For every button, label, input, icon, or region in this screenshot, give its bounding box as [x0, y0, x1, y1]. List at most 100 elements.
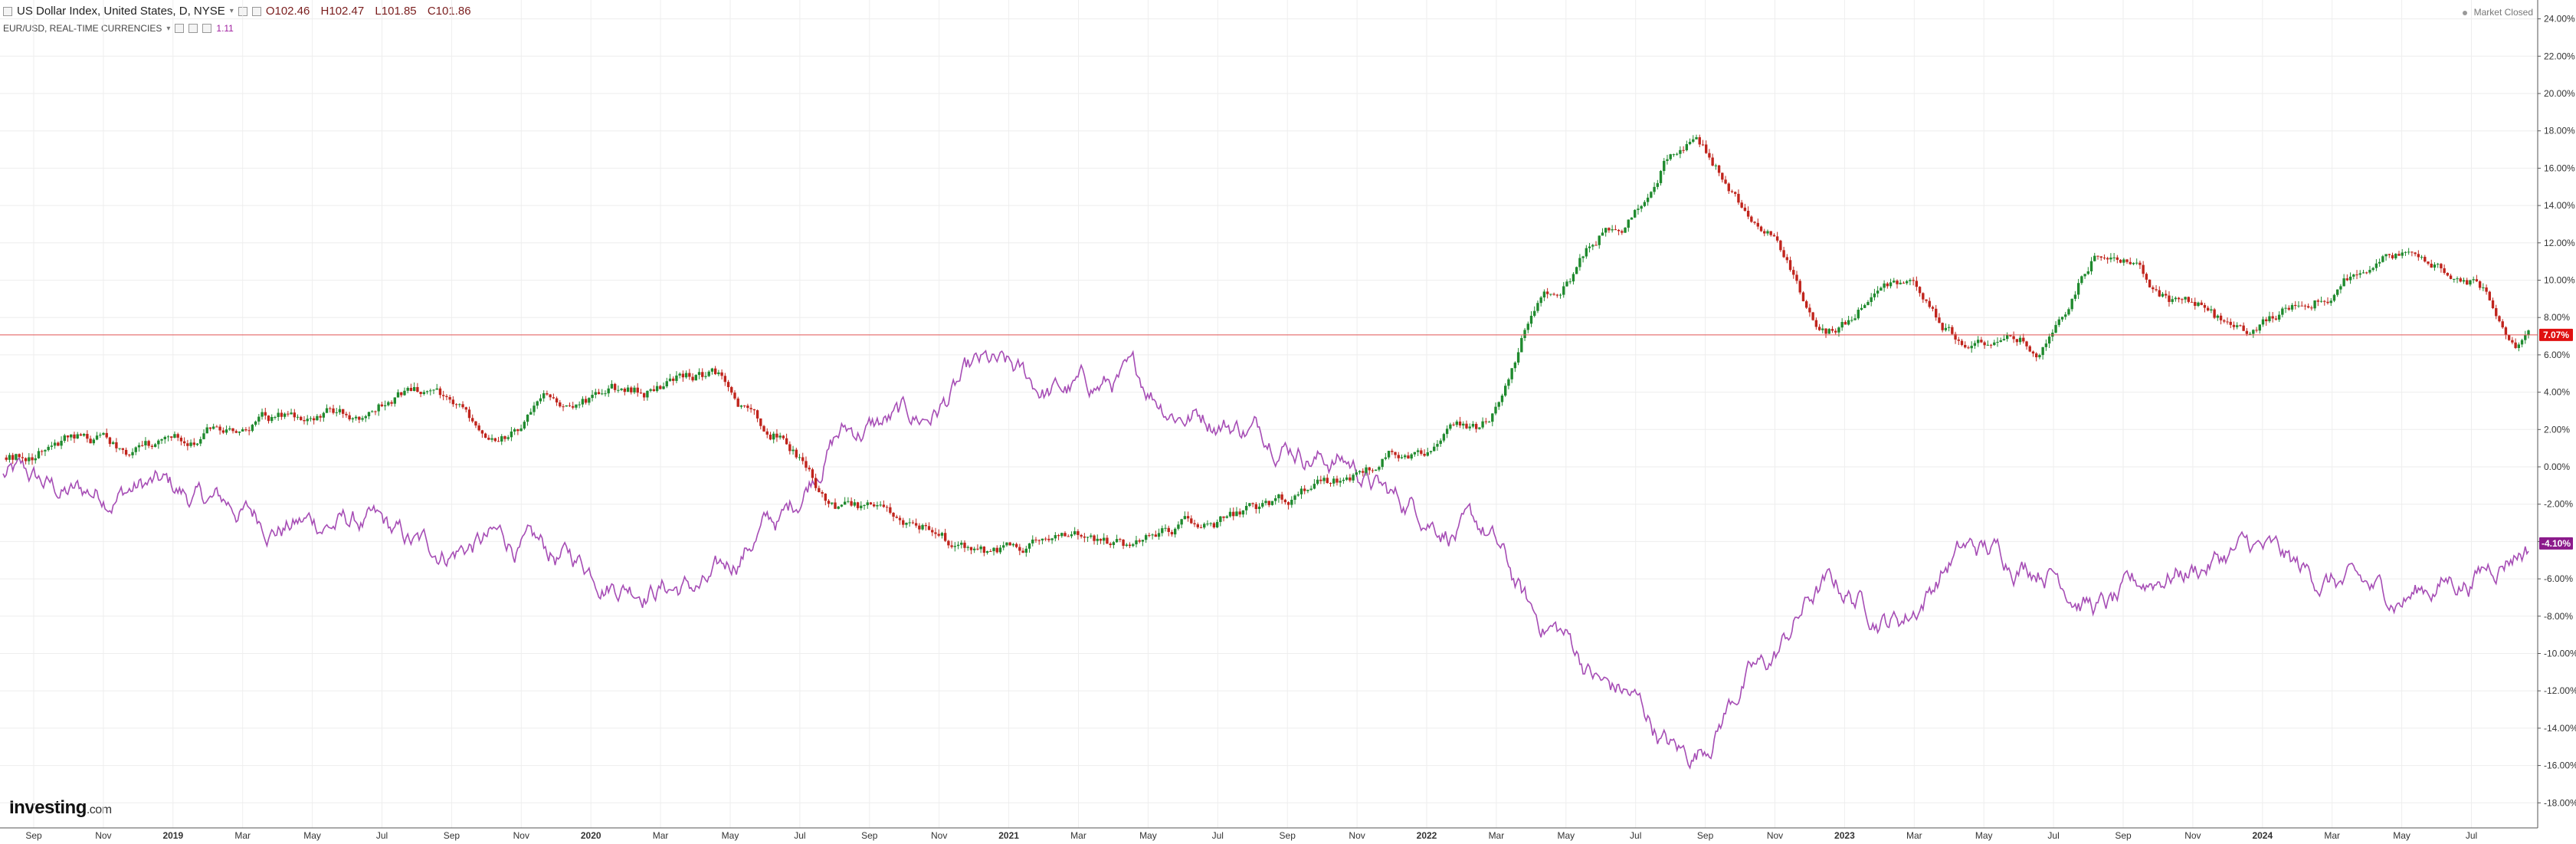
candle-body: [215, 426, 218, 428]
candle-body: [2456, 278, 2459, 280]
candle-body: [361, 418, 364, 420]
eurusd-series-line: [2, 350, 2529, 770]
dxy-last-badge-bg: [2539, 328, 2573, 341]
candle-body: [840, 504, 844, 507]
low-value: L101.85: [375, 5, 417, 18]
candle-body: [837, 506, 840, 509]
candle-body: [2391, 255, 2394, 258]
x-tick-label: Mar: [234, 830, 251, 841]
candle-body: [769, 434, 772, 440]
candle-body: [2440, 264, 2443, 269]
candle-body: [646, 390, 649, 398]
candle-body: [1286, 502, 1290, 505]
candle-body: [2361, 272, 2365, 274]
chevron-down-icon[interactable]: ▾: [229, 7, 234, 15]
candle-body: [623, 388, 627, 392]
close-icon[interactable]: [202, 24, 212, 33]
candle-body: [1650, 192, 1653, 198]
candle-body: [908, 522, 911, 524]
y-tick-label: 18.00%: [2544, 126, 2575, 136]
candle-body: [1675, 153, 1679, 155]
candle-body: [287, 413, 290, 415]
candle-body: [1280, 494, 1283, 500]
candle-body: [251, 425, 254, 432]
candle-body: [1138, 540, 1141, 542]
visibility-icon[interactable]: [175, 24, 185, 33]
candle-body: [1491, 413, 1494, 422]
candle-body: [1037, 540, 1041, 541]
candle-body: [937, 534, 940, 536]
candle-body: [1429, 451, 1433, 453]
candle-body: [876, 505, 879, 507]
candle-body: [86, 434, 89, 439]
compare-symbol-label[interactable]: EUR/USD, REAL-TIME CURRENCIES: [3, 23, 162, 34]
candle-body: [1941, 323, 1944, 330]
candle-body: [2015, 339, 2019, 343]
candle-body: [882, 504, 886, 507]
candle-body: [847, 501, 850, 502]
candle-body: [2054, 324, 2057, 333]
candle-body: [1203, 524, 1206, 528]
candle-body: [1886, 283, 1889, 287]
candle-body: [34, 458, 37, 461]
candle-body: [755, 410, 759, 419]
candle-body: [2517, 344, 2521, 348]
candle-body: [736, 398, 739, 407]
candle-body: [2265, 319, 2268, 322]
candle-body: [1044, 538, 1047, 540]
candle-body: [969, 547, 973, 550]
candle-body: [2352, 274, 2355, 277]
candle-body: [1264, 501, 1267, 504]
candle-body: [2252, 330, 2255, 334]
candle-body: [182, 441, 186, 444]
high-value: H102.47: [320, 5, 365, 18]
candle-body: [785, 438, 788, 445]
candle-body: [2261, 319, 2265, 325]
candle-body: [380, 404, 384, 406]
candle-body: [934, 532, 937, 534]
settings-icon[interactable]: [188, 24, 198, 33]
candle-body: [1115, 539, 1119, 543]
x-tick-label: Sep: [861, 830, 878, 841]
candle-body: [1896, 281, 1899, 284]
collapse-icon[interactable]: [3, 6, 12, 16]
candle-body: [1870, 297, 1873, 302]
candle-body: [1005, 542, 1008, 546]
candle-body: [911, 522, 915, 524]
chevron-down-icon[interactable]: ▾: [166, 24, 171, 33]
candle-body: [1568, 281, 1571, 283]
candle-body: [377, 404, 380, 412]
candle-body: [733, 392, 736, 399]
candle-body: [860, 505, 863, 508]
candle-body: [506, 437, 510, 439]
candle-body: [1254, 504, 1258, 510]
candle-body: [406, 387, 409, 391]
candle-body: [788, 444, 791, 452]
candle-body: [1931, 307, 1935, 309]
candle-body: [1844, 322, 1847, 325]
candle-body: [1711, 157, 1714, 166]
x-tick-label: May: [722, 830, 739, 841]
y-tick-label: -12.00%: [2544, 685, 2576, 696]
candle-body: [2498, 316, 2501, 322]
candle-body: [1954, 333, 1957, 340]
candle-body: [1273, 498, 1277, 501]
candle-body: [966, 547, 969, 548]
candle-body: [270, 417, 274, 422]
candle-body: [1562, 286, 1565, 295]
candle-body: [1847, 320, 1850, 325]
candle-body: [873, 504, 876, 507]
candle-body: [2031, 351, 2035, 354]
candle-body: [947, 540, 950, 546]
candle-body: [1643, 202, 1647, 206]
x-tick-label: Sep: [444, 830, 460, 841]
candle-body: [1653, 186, 1656, 192]
candle-body: [552, 397, 556, 399]
candle-body: [1588, 246, 1591, 248]
investing-logo[interactable]: Investing.com: [9, 797, 112, 819]
candle-body: [137, 445, 141, 448]
candle-body: [1332, 478, 1336, 484]
candle-body: [131, 452, 134, 455]
close-icon[interactable]: [251, 6, 261, 16]
